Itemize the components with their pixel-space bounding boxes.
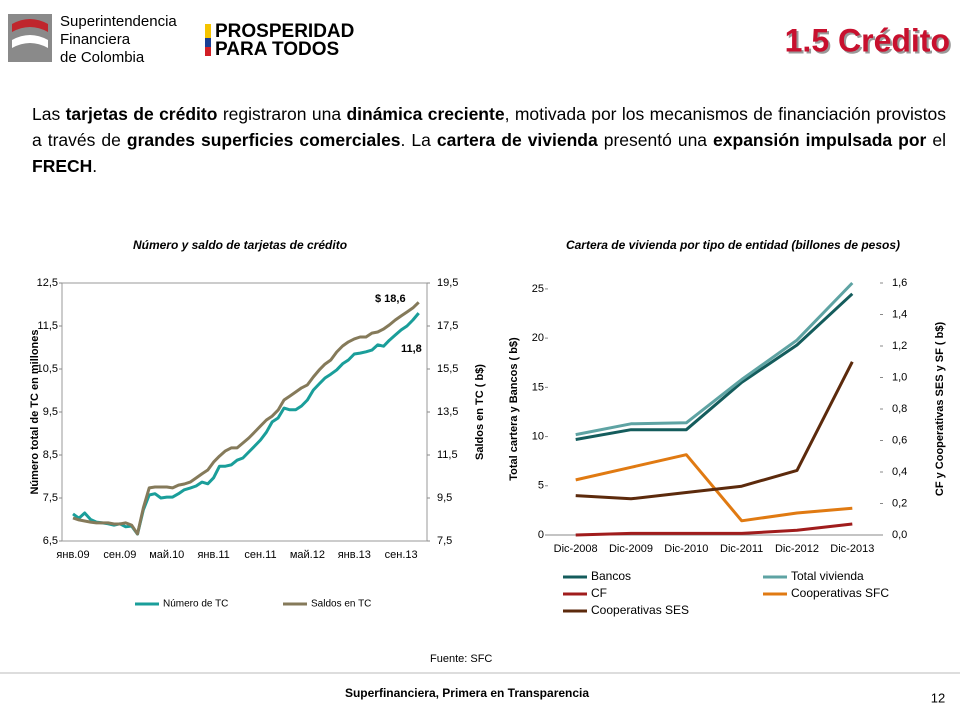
y-tick-label: 10,5 (37, 363, 58, 375)
logo-text: Superintendencia (60, 13, 177, 30)
title-shadow: 1.5 Crédito (787, 24, 952, 60)
paragraph-run: dinámica creciente (346, 104, 505, 124)
y2-tick-label: 11,5 (437, 449, 458, 461)
y-tick-label: 8,5 (43, 449, 58, 461)
x-tick-label: янв.13 (338, 549, 371, 561)
plot-frame (61, 282, 428, 542)
legend-label: Cooperativas SES (591, 603, 689, 617)
paragraph-run: expansión impulsada por (713, 130, 927, 150)
y2-tick-label: 1,6 (892, 277, 907, 289)
paragraph-run: grandes superficies comerciales (126, 130, 401, 150)
x-tick-label: май.10 (149, 549, 184, 561)
paragraph: Las tarjetas de crédito registraron una … (32, 101, 946, 179)
y2-axis-label: Saldos en TC ( b$) (474, 364, 486, 460)
series-line (72, 301, 420, 536)
footer: Superfinanciera, Primera en Transparenci… (345, 686, 589, 700)
y-tick-label: 12,5 (37, 277, 58, 289)
chart-title: Cartera de vivienda por tipo de entidad … (566, 238, 900, 252)
slide-title: 1.5 Crédito (785, 22, 950, 58)
y2-tick-label: 1,0 (892, 371, 907, 383)
y2-tick-label: 0,4 (892, 466, 907, 478)
x-tick-label: Dic-2011 (720, 543, 763, 555)
y2-tick-label: 0,6 (892, 434, 907, 446)
y2-tick-label: 15,5 (437, 363, 458, 375)
y2-tick-label: 19,5 (437, 277, 458, 289)
paragraph-run: el (926, 130, 946, 150)
logo-text: de Colombia (60, 49, 145, 66)
y-tick-label: 0 (538, 529, 544, 541)
brand-icon (205, 24, 211, 56)
y2-axis-label: CF y Cooperativas SES y SF ( b$) (934, 322, 946, 497)
logo-icon (8, 14, 52, 62)
legend-label: Saldos en TC (311, 599, 371, 610)
paragraph-run: registraron una (217, 104, 347, 124)
chart-title: Número y saldo de tarjetas de crédito (133, 238, 347, 252)
y2-tick-label: 0,0 (892, 529, 907, 541)
y-tick-label: 25 (532, 283, 544, 295)
x-tick-label: янв.09 (56, 549, 89, 561)
y2-tick-label: 9,5 (437, 492, 452, 504)
x-tick-label: сен.09 (103, 549, 136, 561)
x-tick-label: Dic-2013 (830, 543, 874, 555)
y-tick-label: 15 (532, 381, 544, 393)
series-line (575, 522, 853, 537)
y-axis-label: Total cartera y Bancos ( b$) (508, 337, 520, 481)
source: Fuente: SFC (430, 653, 492, 665)
paragraph-run: cartera de vivienda (436, 130, 598, 150)
y-tick-label: 9,5 (43, 406, 58, 418)
y-tick-label: 20 (532, 332, 544, 344)
x-tick-label: май.12 (290, 549, 325, 561)
x-tick-label: сен.11 (244, 549, 276, 561)
legend-label: Cooperativas SFC (791, 586, 889, 600)
x-tick-label: сен.13 (385, 549, 418, 561)
x-tick-label: Dic-2009 (609, 543, 653, 555)
y2-tick-label: 0,8 (892, 403, 907, 415)
logo-text: Financiera (60, 31, 131, 48)
paragraph-run: Las (32, 104, 66, 124)
y-tick-label: 10 (532, 430, 544, 442)
y2-tick-label: 1,4 (892, 308, 907, 320)
y2-tick-label: 0,2 (892, 497, 907, 509)
y-tick-label: 7,5 (43, 492, 58, 504)
paragraph-run: tarjetas de crédito (65, 104, 218, 124)
brand-text: PARA TODOS (215, 39, 339, 60)
x-tick-label: Dic-2012 (775, 543, 819, 555)
series-line (72, 312, 420, 536)
legend-label: Número de TC (163, 599, 228, 610)
x-tick-label: Dic-2008 (554, 543, 598, 555)
series-line (575, 292, 854, 441)
series-line (575, 281, 854, 437)
y-tick-label: 6,5 (43, 535, 58, 547)
page-number: 12 (931, 690, 945, 705)
brand-text: PROSPERIDAD (215, 21, 354, 42)
paragraph-run: presentó una (597, 130, 714, 150)
y-axis-label: Número total de TC en millones (29, 329, 41, 494)
series-line (575, 453, 853, 523)
legend-label: CF (591, 586, 607, 600)
annotation: 11,8 (401, 343, 422, 355)
legend-label: Total vivienda (791, 569, 864, 583)
annotation: $ 18,6 (375, 293, 406, 305)
paragraph-run: . La (400, 130, 437, 150)
y2-tick-label: 17,5 (437, 320, 458, 332)
paragraph-run: FRECH (32, 156, 93, 176)
paragraph-run: . (92, 156, 98, 176)
series-line (575, 361, 854, 501)
y-tick-label: 11,5 (37, 320, 58, 332)
legend-label: Bancos (591, 569, 631, 583)
y2-tick-label: 7,5 (437, 535, 452, 547)
y2-tick-label: 1,2 (892, 340, 907, 352)
x-tick-label: янв.11 (197, 549, 229, 561)
paragraph-run: , motivada por los mecanismos de financi… (32, 104, 946, 150)
y-tick-label: 5 (538, 480, 544, 492)
y2-tick-label: 13,5 (437, 406, 458, 418)
x-tick-label: Dic-2010 (664, 543, 708, 555)
